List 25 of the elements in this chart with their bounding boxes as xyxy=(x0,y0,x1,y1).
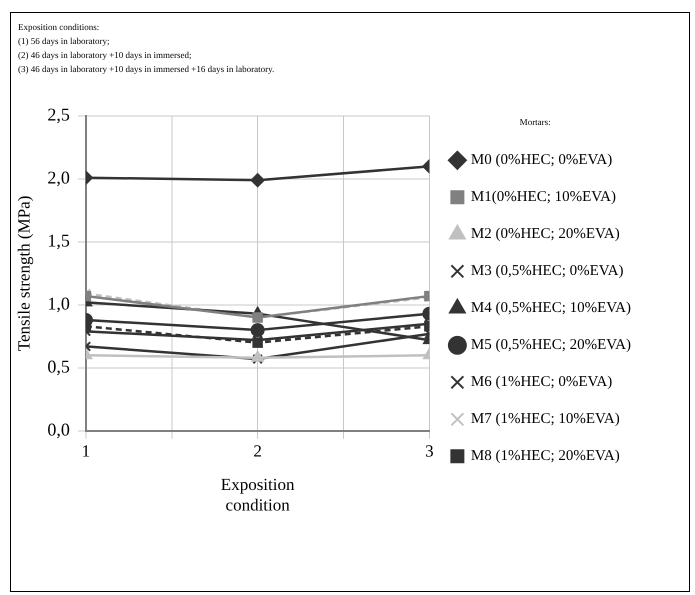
y-axis-title: Tensile strength (MPa) xyxy=(14,196,34,352)
y-tick-label: 1,5 xyxy=(47,230,70,251)
x-tick-label: 3 xyxy=(425,441,434,460)
legend-label: M1(0%HEC; 10%EVA) xyxy=(470,189,616,206)
legend-label: M4 (0,5%HEC; 10%EVA) xyxy=(470,300,632,316)
y-tick-label: 1,0 xyxy=(47,294,70,314)
legend-label: M7 (1%HEC; 10%EVA) xyxy=(470,411,620,428)
y-tick-label: 2,5 xyxy=(47,104,70,125)
legend-label: M8 (1%HEC; 20%EVA) xyxy=(470,448,620,464)
legend-label: M6 (1%HEC; 0%EVA) xyxy=(470,374,612,390)
legend-label: M2 (0%HEC; 20%EVA) xyxy=(470,226,620,242)
text: (1) 56 days in laboratory; xyxy=(18,35,110,48)
x-tick-label: 2 xyxy=(253,441,262,460)
x-tick-label: 1 xyxy=(82,441,90,460)
text: Exposition conditions: xyxy=(18,21,100,34)
x-axis-title: Exposition condition xyxy=(220,474,295,514)
text: (2) 46 days in laboratory +10 days in immersed; xyxy=(18,49,193,62)
legend-label: M3 (0,5%HEC; 0%EVA) xyxy=(470,263,624,280)
legend-label: M5 (0,5%HEC; 20%EVA) xyxy=(470,337,632,354)
y-tick-label: 0,0 xyxy=(47,420,70,440)
legend-title: Mortars: xyxy=(520,116,551,127)
y-tick-label: 0,5 xyxy=(47,356,70,377)
legend-label: M0 (0%HEC; 0%EVA) xyxy=(470,152,612,168)
text: (3) 46 days in laboratory +10 days in immersed +16 days in laboratory. xyxy=(18,63,274,76)
y-tick-label: 2,0 xyxy=(47,168,70,188)
